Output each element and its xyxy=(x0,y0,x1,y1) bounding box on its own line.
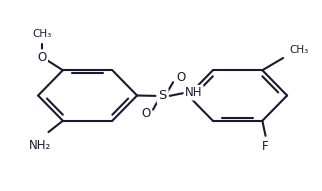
Text: O: O xyxy=(37,51,47,64)
Text: O: O xyxy=(141,107,151,120)
Text: F: F xyxy=(262,140,269,153)
Text: CH₃: CH₃ xyxy=(289,45,309,55)
Text: O: O xyxy=(176,71,185,84)
Text: NH₂: NH₂ xyxy=(29,139,52,152)
Text: NH: NH xyxy=(185,86,202,99)
Text: CH₃: CH₃ xyxy=(33,29,52,39)
Text: S: S xyxy=(158,89,167,102)
